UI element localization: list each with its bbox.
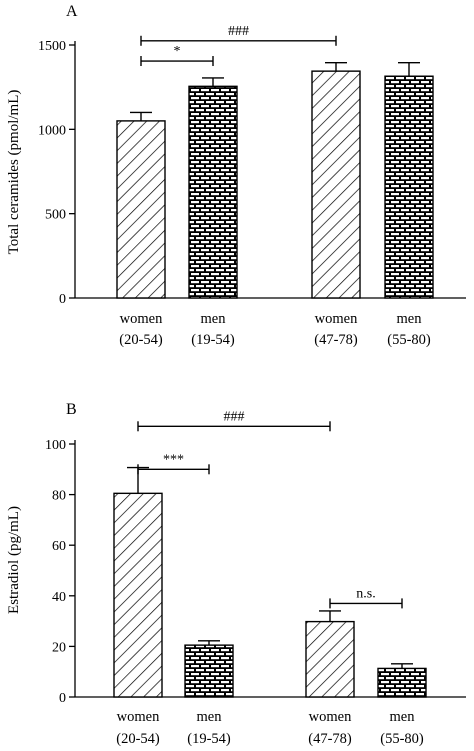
- significance-label: *: [174, 44, 181, 59]
- category-sublabel: (19-54): [187, 731, 231, 747]
- significance-label: ***: [163, 452, 184, 467]
- y-tick-label: 0: [59, 292, 66, 307]
- category-sublabel: (47-78): [314, 332, 358, 348]
- bar: [377, 667, 427, 698]
- category-label: men: [201, 311, 227, 327]
- y-tick-label: 100: [45, 438, 66, 453]
- bar: [305, 620, 355, 698]
- panel-b: B Estradiol (pg/mL) 0 20 40 60 80 100 women (20…: [6, 401, 466, 747]
- category-label: men: [397, 311, 423, 327]
- category-label: women: [120, 311, 163, 327]
- panel-label-b: B: [66, 401, 77, 418]
- category-sublabel: (20-54): [119, 332, 163, 348]
- y-axis-label-b: Estradiol (pg/mL): [6, 506, 22, 614]
- y-tick-label: 60: [52, 539, 66, 554]
- category-sublabel: (55-80): [387, 332, 431, 348]
- bar: [113, 492, 163, 698]
- bar: [311, 70, 361, 299]
- panel-label-a: A: [66, 3, 78, 20]
- category-sublabel: (19-54): [191, 332, 235, 348]
- significance-label: ###: [228, 24, 249, 39]
- y-tick-label: 0: [59, 691, 66, 706]
- category-label: men: [197, 709, 223, 725]
- significance-label: ###: [224, 409, 245, 424]
- category-sublabel: (55-80): [380, 731, 424, 747]
- category-sublabel: (20-54): [116, 731, 160, 747]
- category-sublabel: (47-78): [308, 731, 352, 747]
- plot-b: 0 20 40 60 80 100 women (20-54) men (19-54) women (…: [45, 409, 466, 747]
- significance-label: n.s.: [356, 586, 375, 601]
- panel-a: A Total ceramides (pmol/mL) 0 500 1000 1500…: [6, 3, 466, 348]
- y-tick-label: 1000: [38, 123, 66, 138]
- bar: [116, 120, 166, 299]
- category-label: women: [309, 709, 352, 725]
- bar: [188, 85, 238, 299]
- category-label: women: [117, 709, 160, 725]
- y-tick-label: 80: [52, 489, 66, 504]
- y-tick-label: 40: [52, 590, 66, 605]
- y-axis-label-a: Total ceramides (pmol/mL): [6, 90, 22, 255]
- bar: [184, 644, 234, 698]
- category-label: women: [315, 311, 358, 327]
- y-tick-label: 1500: [38, 39, 66, 54]
- y-tick-label: 20: [52, 640, 66, 655]
- plot-a: 0 500 1000 1500 women (20-54) men (19-54) women (…: [38, 24, 466, 348]
- y-tick-label: 500: [45, 208, 66, 223]
- category-label: men: [390, 709, 416, 725]
- bar: [384, 75, 434, 299]
